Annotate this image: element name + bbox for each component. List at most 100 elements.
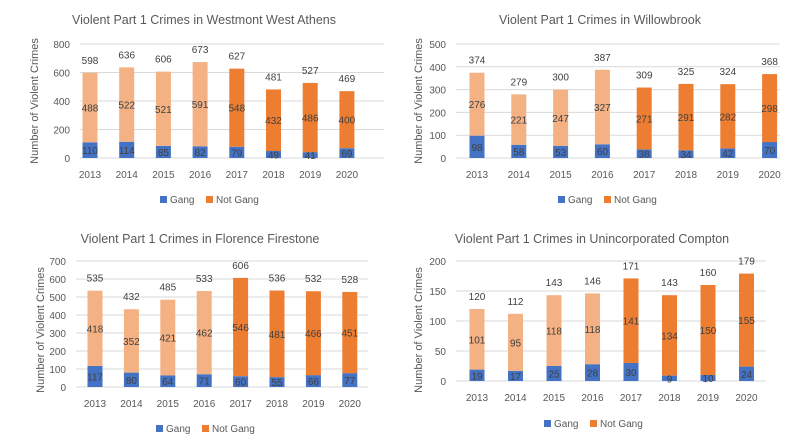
y-tick-label: 150 xyxy=(429,287,446,298)
data-label-not-gang: 118 xyxy=(585,325,601,336)
x-tick-label: 2013 xyxy=(79,170,102,181)
data-label-total: 598 xyxy=(82,56,99,67)
bar-gang xyxy=(339,148,355,158)
data-label-gang: 60 xyxy=(597,147,609,158)
x-tick-label: 2016 xyxy=(189,170,212,181)
data-label-not-gang: 466 xyxy=(305,329,322,340)
data-label-gang: 9 xyxy=(667,374,673,385)
y-tick-label: 700 xyxy=(49,257,66,268)
bar-gang xyxy=(623,363,639,381)
data-label-not-gang: 421 xyxy=(159,334,176,345)
data-label-not-gang: 352 xyxy=(123,337,140,348)
legend-swatch-gang xyxy=(160,196,167,203)
bar-gang xyxy=(469,369,485,381)
data-label-not-gang: 150 xyxy=(700,326,717,337)
x-tick-label: 2019 xyxy=(717,170,740,181)
data-label-not-gang: 101 xyxy=(469,335,486,346)
y-tick-label: 200 xyxy=(429,257,446,268)
x-tick-label: 2015 xyxy=(152,170,175,181)
bar-gang xyxy=(342,373,358,387)
legend-label-gang: Gang xyxy=(166,424,190,435)
legend-swatch-gang xyxy=(156,425,163,432)
data-label-gang: 79 xyxy=(231,148,243,159)
bar-not-gang xyxy=(196,291,212,375)
legend-swatch-not-gang xyxy=(206,196,213,203)
data-label-not-gang: 481 xyxy=(269,330,286,341)
data-label-gang: 19 xyxy=(471,371,483,382)
data-label-total: 606 xyxy=(232,261,249,272)
bar-gang xyxy=(302,152,318,158)
data-label-gang: 98 xyxy=(471,143,483,154)
legend-label-not-gang: Not Gang xyxy=(600,419,643,430)
y-axis-label: Number of Violent Crimes xyxy=(413,38,425,164)
data-label-gang: 38 xyxy=(639,150,651,161)
bar-not-gang xyxy=(305,291,321,376)
x-tick-label: 2014 xyxy=(120,399,143,410)
y-tick-label: 0 xyxy=(440,377,446,388)
data-label-not-gang: 522 xyxy=(118,101,135,112)
legend-swatch-not-gang xyxy=(604,196,611,203)
bar-gang xyxy=(594,144,610,158)
bar-not-gang xyxy=(342,291,358,374)
x-tick-label: 2016 xyxy=(591,170,614,181)
x-tick-label: 2020 xyxy=(735,393,758,404)
data-label-gang: 30 xyxy=(625,368,637,379)
data-label-gang: 60 xyxy=(235,378,247,389)
bar-not-gang xyxy=(192,62,208,147)
x-tick-label: 2017 xyxy=(226,170,249,181)
bar-not-gang xyxy=(469,72,485,136)
bar-gang xyxy=(305,375,321,387)
x-tick-label: 2020 xyxy=(336,170,359,181)
bar-gang xyxy=(196,374,212,387)
x-tick-label: 2016 xyxy=(581,393,604,404)
bar-not-gang xyxy=(594,69,610,145)
bar-gang xyxy=(229,146,245,158)
x-tick-label: 2019 xyxy=(302,399,325,410)
data-label-gang: 71 xyxy=(199,377,211,388)
bar-gang xyxy=(678,150,694,158)
data-label-gang: 117 xyxy=(87,372,103,383)
bar-not-gang xyxy=(662,295,677,376)
chart-title: Violent Part 1 Crimes in Unincorporated … xyxy=(455,232,729,246)
chart-title: Violent Part 1 Crimes in Florence Firest… xyxy=(81,232,320,246)
legend-label-not-gang: Not Gang xyxy=(212,424,255,435)
data-label-total: 179 xyxy=(738,257,755,268)
y-tick-label: 400 xyxy=(429,63,446,74)
data-label-total: 374 xyxy=(469,56,486,67)
data-label-not-gang: 327 xyxy=(594,103,611,114)
chart-3: Violent Part 1 Crimes in Florence Firest… xyxy=(35,232,368,435)
bar-gang xyxy=(87,365,103,387)
bar-not-gang xyxy=(82,72,98,143)
data-label-not-gang: 400 xyxy=(339,116,356,127)
bar-not-gang xyxy=(762,74,778,143)
x-tick-label: 2018 xyxy=(266,399,289,410)
data-label-total: 527 xyxy=(302,66,319,77)
bar-not-gang xyxy=(339,91,355,149)
data-label-not-gang: 432 xyxy=(265,116,282,127)
bar-not-gang xyxy=(233,277,249,377)
x-tick-label: 2014 xyxy=(116,170,139,181)
y-tick-label: 600 xyxy=(53,69,70,80)
legend-label-gang: Gang xyxy=(568,195,592,206)
data-label-not-gang: 271 xyxy=(636,114,653,125)
data-label-total: 432 xyxy=(123,292,140,303)
x-tick-label: 2015 xyxy=(549,170,572,181)
x-tick-label: 2013 xyxy=(466,393,489,404)
x-tick-label: 2014 xyxy=(504,393,527,404)
x-tick-label: 2017 xyxy=(620,393,643,404)
data-label-not-gang: 95 xyxy=(510,338,522,349)
bar-gang xyxy=(511,144,527,158)
y-tick-label: 100 xyxy=(429,131,446,142)
data-label-total: 300 xyxy=(552,73,569,84)
bar-not-gang xyxy=(720,84,736,149)
bar-gang xyxy=(269,377,285,387)
y-tick-label: 300 xyxy=(429,86,446,97)
bar-not-gang xyxy=(546,295,562,366)
bar-gang xyxy=(720,148,736,158)
bar-gang xyxy=(192,146,208,158)
legend-swatch-gang xyxy=(558,196,565,203)
y-tick-label: 0 xyxy=(60,383,66,394)
bar-not-gang xyxy=(266,89,281,152)
legend-label-gang: Gang xyxy=(554,419,578,430)
data-label-gang: 42 xyxy=(722,149,734,160)
